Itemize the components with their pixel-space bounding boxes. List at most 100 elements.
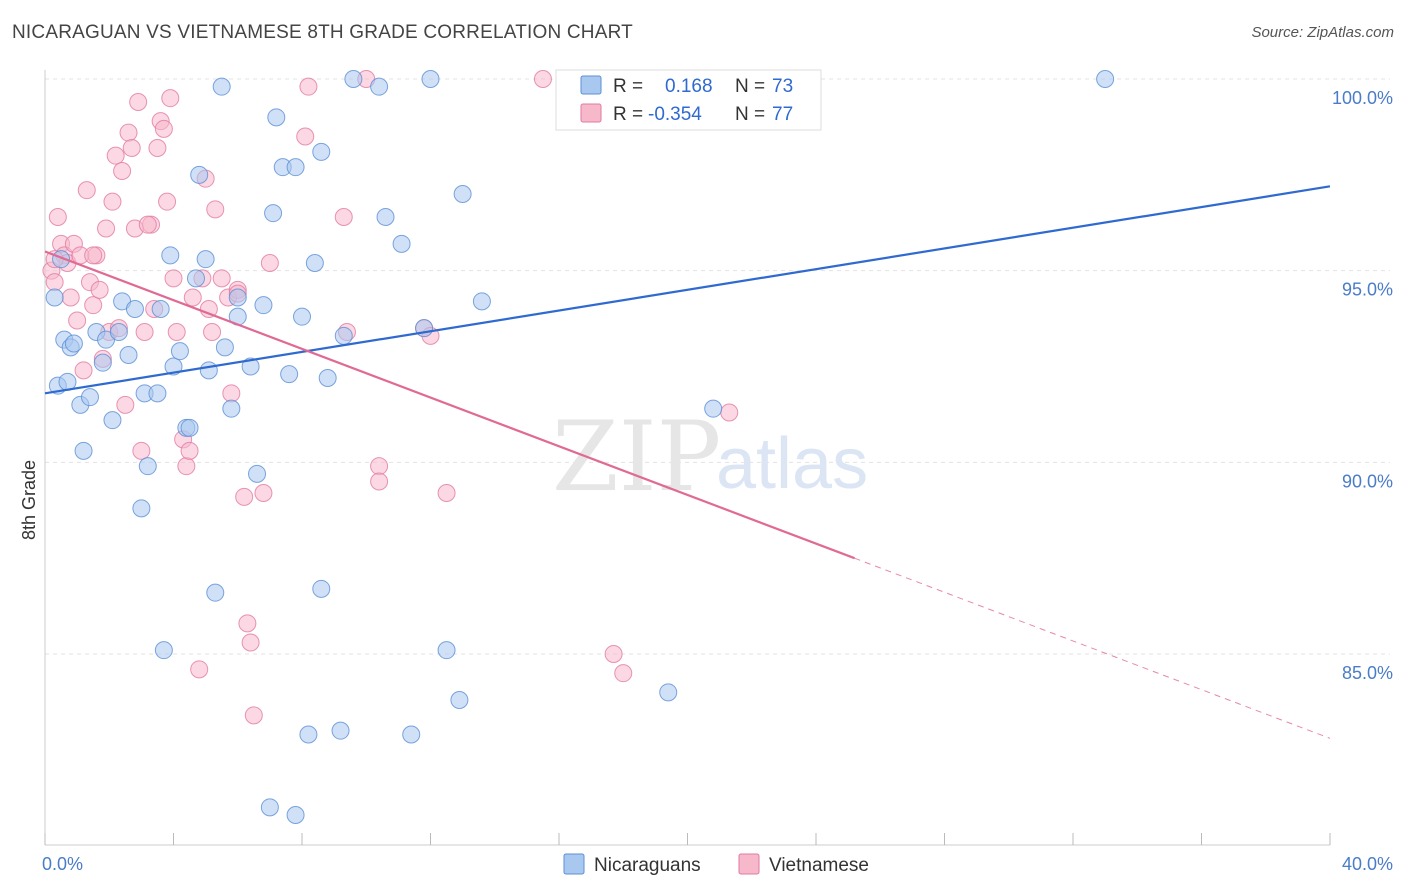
y-tick-label: 85.0% [1342, 663, 1393, 683]
vietnamese-point [48, 208, 67, 226]
nicaraguan-point [186, 269, 205, 288]
vietnamese-point [84, 246, 103, 265]
nicaraguan-point [264, 204, 283, 223]
nicaraguan-point [64, 334, 83, 353]
vietnamese-point [161, 89, 180, 108]
nicaraguan-point [370, 77, 389, 96]
y-tick-label: 100.0% [1332, 88, 1393, 108]
vietnamese-point [296, 127, 315, 146]
y-tick-label: 95.0% [1342, 280, 1393, 300]
vietnamese-point [604, 645, 623, 663]
vietnamese-point [129, 93, 148, 111]
nicaraguan-point [286, 158, 305, 177]
vietnamese-point [222, 384, 241, 403]
vietnamese-point [135, 323, 154, 341]
trend-line-nicaraguans [44, 185, 1331, 395]
vietnamese-point [77, 181, 96, 200]
chart-title: NICARAGUAN VS VIETNAMESE 8TH GRADE CORRE… [12, 22, 633, 43]
trend-line-vietnamese [44, 250, 855, 560]
nicaraguan-point [293, 307, 311, 326]
watermark: ZIP atlas [552, 401, 868, 513]
series-legend-swatch-nicaraguans [563, 853, 585, 875]
nicaraguan-point [80, 388, 99, 407]
legend-swatch-pink [580, 103, 602, 123]
vietnamese-point [199, 300, 218, 318]
nicaraguan-point [312, 142, 331, 161]
vietnamese-point [437, 484, 456, 502]
vietnamese-point [299, 77, 318, 96]
nicaraguan-point [659, 683, 678, 702]
nicaraguan-point [119, 346, 138, 364]
vietnamese-point [167, 323, 186, 341]
vietnamese-point [260, 254, 279, 272]
vietnamese-point [203, 323, 222, 341]
vietnamese-point [177, 457, 196, 476]
nicaraguan-point [299, 725, 318, 744]
nicaraguan-point [125, 300, 144, 318]
x-tick-label: 0.0% [42, 854, 83, 874]
nicaraguan-point [334, 326, 353, 345]
series-legend-swatch-vietnamese [738, 853, 760, 875]
legend-n-label-2: N = [735, 104, 765, 125]
vietnamese-point [97, 219, 116, 238]
nicaraguan-point [199, 361, 218, 380]
nicaraguan-point [132, 499, 151, 518]
vietnamese-point [45, 273, 64, 292]
nicaraguan-point [318, 369, 337, 387]
nicaraguan-point [376, 208, 395, 226]
legend-r-label-2: R = [613, 104, 643, 125]
vietnamese-point [183, 288, 202, 307]
legend-r-value-1: 0.168 [665, 76, 713, 97]
nicaraguan-point [312, 579, 331, 598]
vietnamese-point [154, 119, 173, 138]
legend-r-value-2: -0.354 [648, 104, 702, 125]
nicaraguan-point [109, 323, 128, 341]
vietnamese-point [235, 487, 254, 506]
vietnamese-point [106, 146, 125, 165]
vietnamese-point [206, 200, 225, 219]
watermark-atlas: atlas [716, 424, 868, 504]
nicaraguan-point [154, 641, 173, 660]
nicaraguan-point [402, 725, 421, 744]
nicaraguan-point [151, 300, 170, 318]
legend-n-value-2: 77 [772, 104, 793, 125]
nicaraguan-point [206, 583, 225, 602]
vietnamese-point [212, 269, 231, 288]
nicaraguan-point [164, 357, 183, 376]
nicaraguan-point [472, 292, 491, 311]
nicaraguan-point [170, 342, 189, 361]
stats-legend: R = 0.168 N = 73 R = -0.354 N = 77 [555, 69, 822, 131]
nicaraguan-point [241, 357, 260, 376]
vietnamese-point [370, 457, 389, 476]
series-legend-vietnamese: Vietnamese [769, 855, 869, 876]
vietnamese-point [113, 162, 132, 180]
nicaraguan-point [453, 185, 472, 203]
vietnamese-point [74, 361, 93, 380]
vietnamese-point [84, 296, 103, 315]
nicaraguan-point [148, 384, 167, 403]
vietnamese-point [103, 192, 122, 211]
nicaraguan-point [260, 798, 279, 817]
nicaraguan-point [74, 441, 93, 460]
nicaraguan-point [228, 288, 247, 307]
series-legend-nicaraguans: Nicaraguans [594, 855, 701, 876]
nicaraguan-point [344, 70, 363, 88]
nicaraguan-point [267, 108, 286, 127]
nicaraguan-point [138, 457, 157, 476]
vietnamese-point [158, 192, 177, 211]
vietnamese-point [533, 70, 552, 88]
vietnamese-point [614, 664, 633, 683]
vietnamese-point [116, 395, 135, 414]
nicaraguan-point [280, 365, 299, 384]
vietnamese-point [238, 614, 257, 633]
vietnamese-point [190, 660, 209, 679]
nicaraguan-point [1096, 70, 1115, 88]
vietnamese-point [244, 706, 263, 725]
watermark-zip: ZIP [552, 401, 721, 513]
legend-n-value-1: 73 [772, 76, 793, 97]
nicaraguan-point [704, 399, 723, 418]
nicaraguan-point [248, 464, 267, 483]
nicaraguan-point [421, 70, 440, 88]
nicaraguan-point [215, 338, 234, 357]
series-legend: Nicaraguans Vietnamese [563, 853, 869, 876]
